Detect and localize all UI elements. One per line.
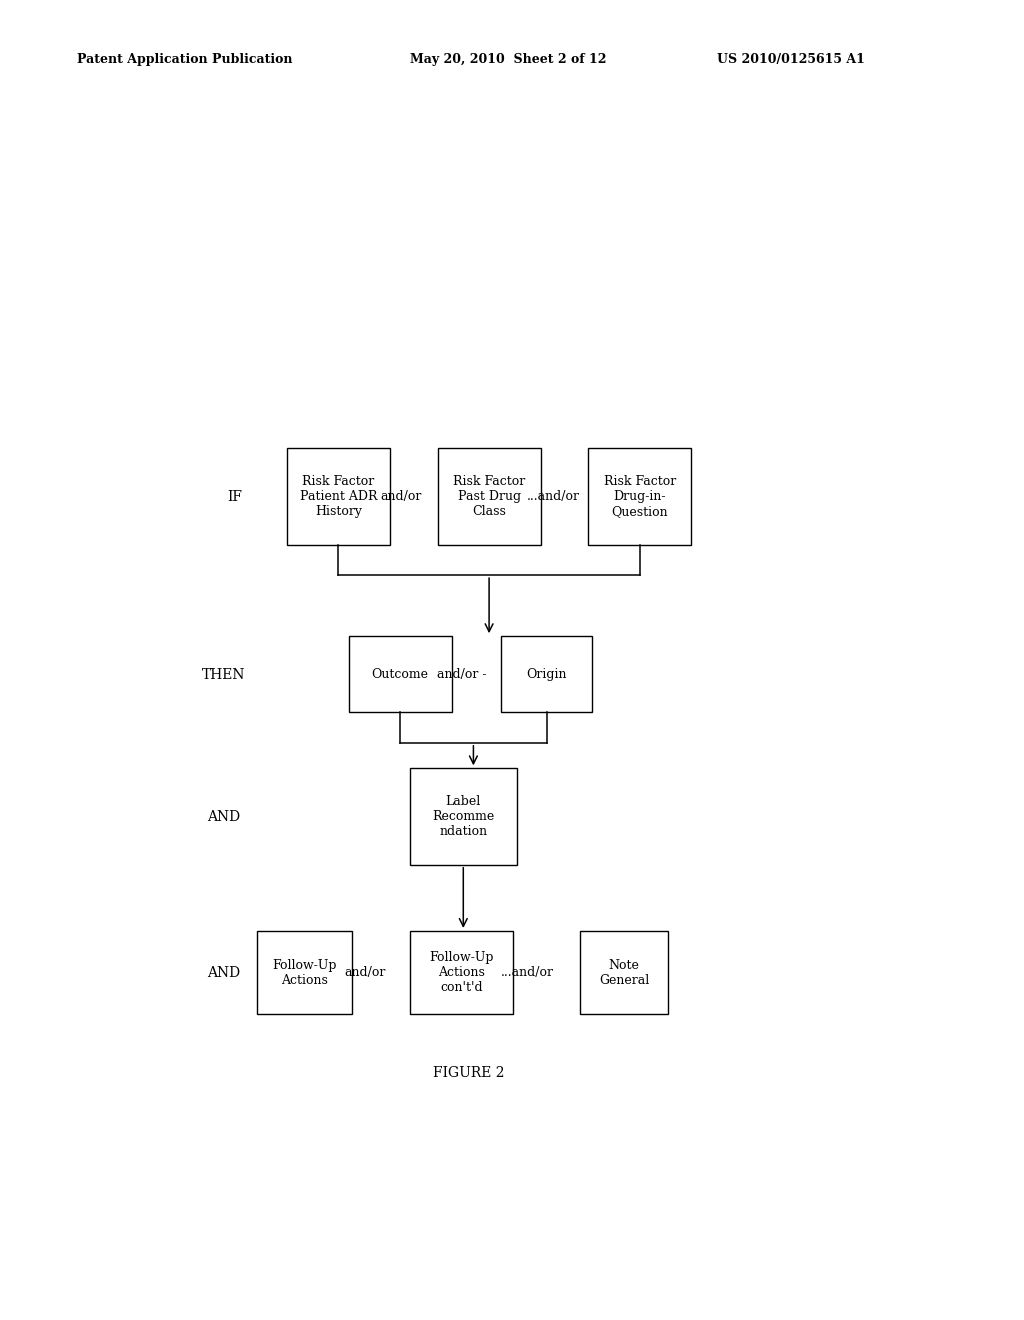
Text: and/or: and/or	[380, 490, 422, 503]
FancyBboxPatch shape	[581, 931, 668, 1014]
Text: Outcome: Outcome	[372, 668, 429, 681]
Text: and/or -: and/or -	[436, 668, 486, 681]
FancyBboxPatch shape	[348, 636, 452, 713]
Text: ...and/or: ...and/or	[527, 490, 580, 503]
Text: ...and/or: ...and/or	[501, 966, 554, 979]
Text: Risk Factor
Past Drug
Class: Risk Factor Past Drug Class	[453, 475, 525, 517]
Text: Label
Recomme
ndation: Label Recomme ndation	[432, 795, 495, 838]
FancyBboxPatch shape	[410, 768, 517, 865]
Text: Risk Factor
Patient ADR
History: Risk Factor Patient ADR History	[300, 475, 377, 517]
FancyBboxPatch shape	[588, 447, 691, 545]
FancyBboxPatch shape	[437, 447, 541, 545]
Text: AND: AND	[207, 965, 240, 979]
Text: Note
General: Note General	[599, 958, 649, 986]
FancyBboxPatch shape	[410, 931, 513, 1014]
Text: Risk Factor
Drug-in-
Question: Risk Factor Drug-in- Question	[604, 475, 676, 517]
FancyBboxPatch shape	[287, 447, 390, 545]
Text: FIGURE 2: FIGURE 2	[433, 1067, 505, 1080]
Text: Origin: Origin	[526, 668, 567, 681]
Text: Follow-Up
Actions
con't'd: Follow-Up Actions con't'd	[429, 950, 494, 994]
Text: and/or: and/or	[345, 966, 386, 979]
Text: May 20, 2010  Sheet 2 of 12: May 20, 2010 Sheet 2 of 12	[410, 53, 606, 66]
Text: IF: IF	[227, 490, 243, 504]
FancyBboxPatch shape	[501, 636, 592, 713]
Text: Patent Application Publication: Patent Application Publication	[77, 53, 292, 66]
Text: US 2010/0125615 A1: US 2010/0125615 A1	[717, 53, 864, 66]
Text: THEN: THEN	[202, 668, 245, 681]
FancyBboxPatch shape	[257, 931, 352, 1014]
Text: AND: AND	[207, 810, 240, 824]
Text: Follow-Up
Actions: Follow-Up Actions	[272, 958, 337, 986]
